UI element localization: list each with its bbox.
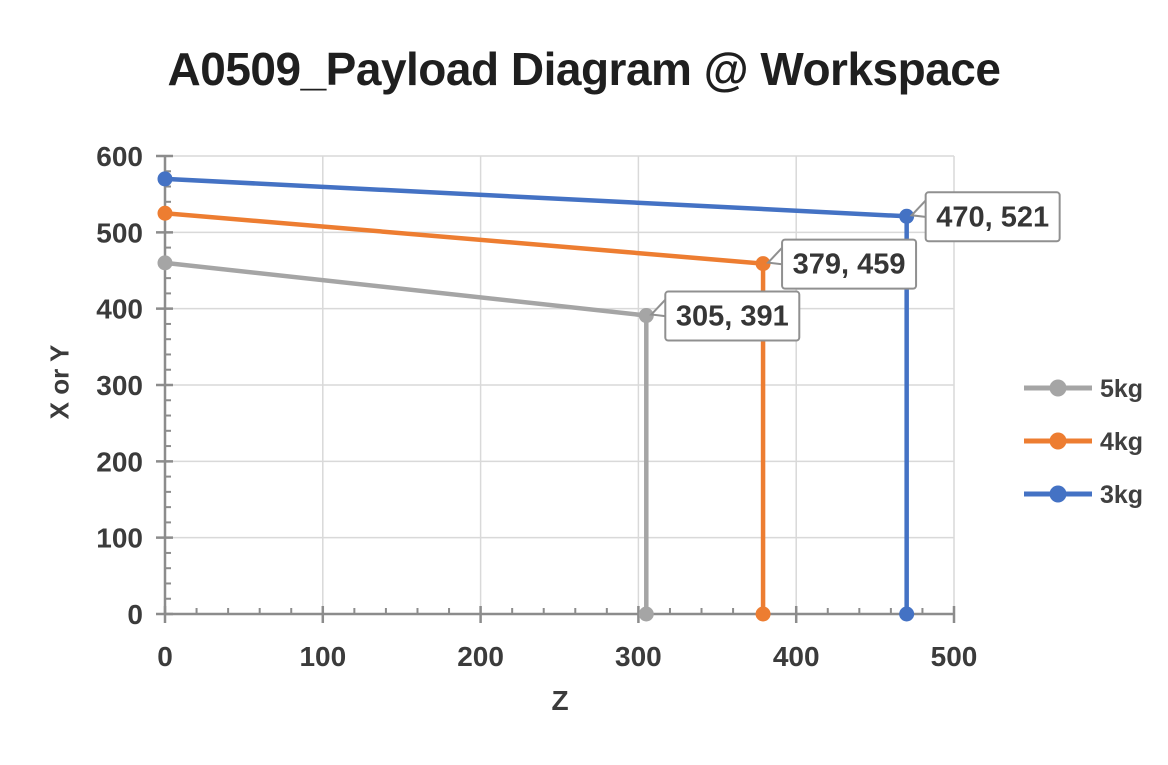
y-tick-label-600: 600 bbox=[96, 141, 143, 172]
y-tick-label-200: 200 bbox=[96, 446, 143, 477]
data-point-marker-5kg bbox=[157, 255, 173, 271]
y-tick-label-400: 400 bbox=[96, 294, 143, 325]
chart-title: A0509_Payload Diagram @ Workspace bbox=[167, 43, 1001, 95]
data-point-marker-4kg bbox=[755, 256, 771, 272]
callout-box-5kg bbox=[664, 290, 801, 342]
legend-marker-3kg bbox=[1049, 485, 1067, 503]
legend-marker-4kg bbox=[1049, 432, 1067, 450]
legend-label-3kg: 3kg bbox=[1100, 481, 1143, 509]
data-point-marker-3kg bbox=[157, 171, 173, 187]
x-tick-label-100: 100 bbox=[299, 641, 346, 672]
data-point-marker-3kg bbox=[899, 606, 915, 622]
y-tick-label-0: 0 bbox=[127, 599, 143, 630]
series-line-5kg bbox=[162, 260, 649, 617]
x-tick-label-400: 400 bbox=[773, 641, 820, 672]
callout-label-3kg: 470, 521 bbox=[936, 201, 1049, 233]
data-point-marker-5kg bbox=[638, 308, 654, 324]
x-tick-label-0: 0 bbox=[157, 641, 173, 672]
data-point-marker-3kg bbox=[899, 208, 915, 224]
y-tick-label-100: 100 bbox=[96, 523, 143, 554]
x-tick-label-300: 300 bbox=[615, 641, 662, 672]
data-point-marker-4kg bbox=[755, 606, 771, 622]
x-axis-title: Z bbox=[551, 685, 569, 716]
legend-label-4kg: 4kg bbox=[1100, 428, 1143, 456]
y-tick-label-500: 500 bbox=[96, 217, 143, 248]
x-tick-label-500: 500 bbox=[931, 641, 978, 672]
callout-label-4kg: 379, 459 bbox=[793, 249, 906, 281]
callout-box-4kg bbox=[781, 238, 918, 290]
x-tick-label-200: 200 bbox=[457, 641, 504, 672]
data-point-marker-5kg bbox=[638, 606, 654, 622]
legend-label-5kg: 5kg bbox=[1100, 375, 1143, 403]
data-point-marker-4kg bbox=[157, 205, 173, 221]
y-tick-label-300: 300 bbox=[96, 370, 143, 401]
callout-box-3kg bbox=[924, 191, 1061, 243]
legend-marker-5kg bbox=[1049, 379, 1067, 397]
callout-label-5kg: 305, 391 bbox=[676, 301, 789, 333]
